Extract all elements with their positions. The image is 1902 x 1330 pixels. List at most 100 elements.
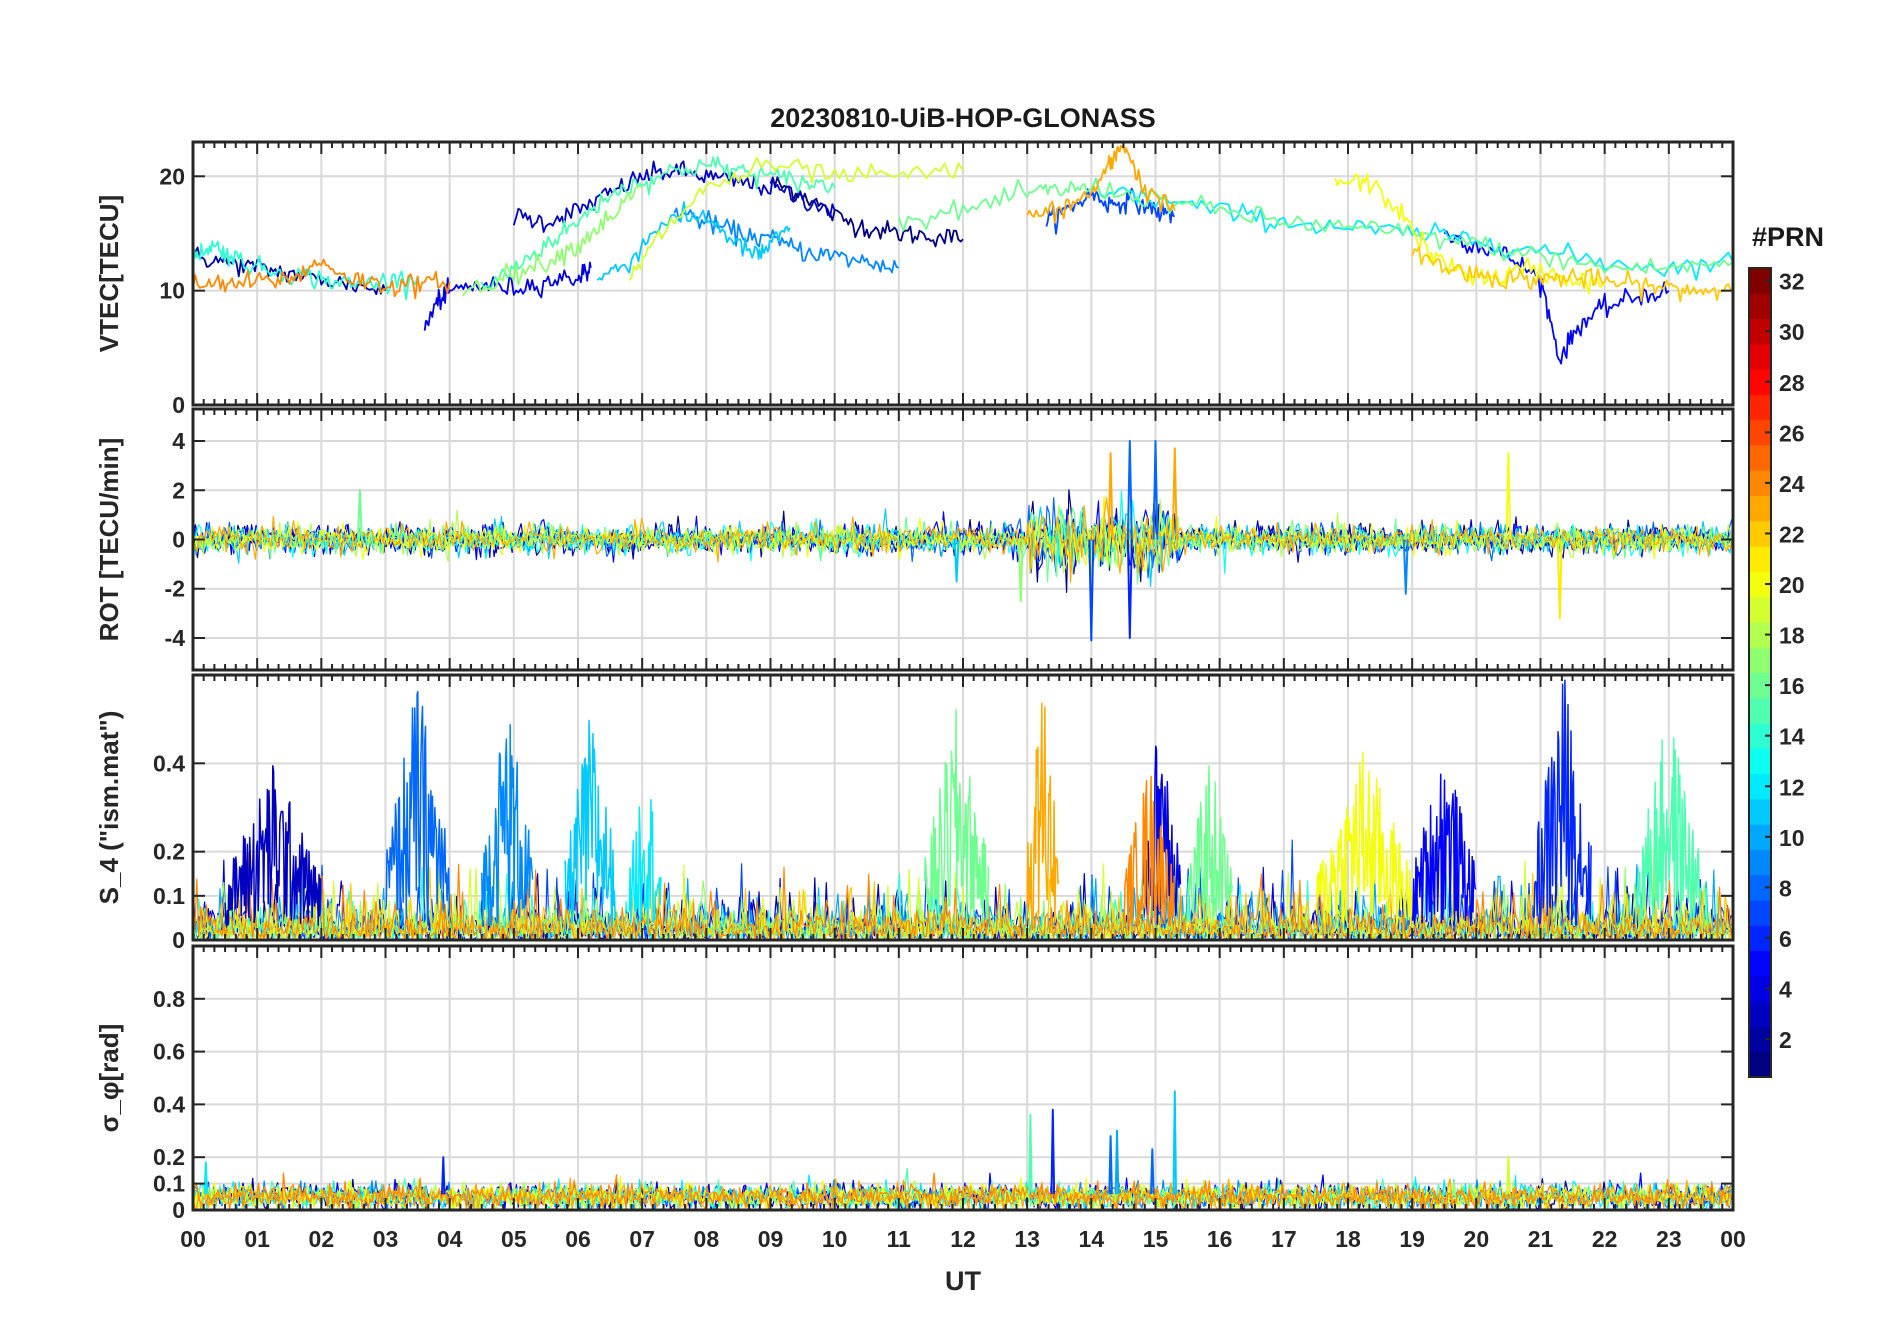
colorbar-tick-label: 8 [1779, 875, 1792, 901]
x-tick-label: 08 [694, 1226, 720, 1252]
data-layer [193, 143, 1733, 365]
rot-spike-prn-6 [1126, 539, 1133, 639]
x-tick-label: 18 [1335, 1226, 1361, 1252]
colorbar-swatch [1749, 849, 1771, 876]
colorbar-swatch [1749, 647, 1771, 673]
y-tick-label: 0 [172, 927, 185, 953]
s4-burst-prn-24 [1122, 775, 1175, 927]
y-tick-label: -4 [165, 625, 186, 651]
s4-burst-prn-8 [384, 690, 451, 926]
colorbar-swatch [1749, 343, 1771, 370]
vtec-series-prn-5 [1443, 230, 1670, 365]
colorbar-swatch [1749, 369, 1771, 395]
colorbar-tick-label: 28 [1779, 370, 1805, 396]
colorbar-tick-label: 32 [1779, 269, 1805, 295]
x-tick-label: 13 [1014, 1226, 1040, 1252]
colorbar-swatch [1749, 621, 1771, 648]
y-tick-label: 0.4 [153, 1091, 185, 1117]
rot-spike-prn-7 [1088, 539, 1095, 642]
colorbar-title: #PRN [1752, 222, 1824, 252]
colorbar-swatch [1749, 419, 1771, 446]
s4-burst-prn-12 [628, 799, 662, 928]
rot-spike-prn-8 [1152, 440, 1159, 540]
vtec-series-prn-24 [193, 258, 451, 300]
s4-burst-prn-16 [1186, 765, 1233, 923]
colorbar-tick-label: 18 [1779, 623, 1805, 649]
colorbar-swatch [1749, 697, 1771, 724]
rot-spike-prn-11 [953, 539, 960, 583]
colorbar-tick-label: 26 [1779, 420, 1805, 446]
data-layer [193, 440, 1733, 642]
s4-burst-prn-16 [923, 708, 990, 924]
rot-spike-prn-8 [1126, 440, 1133, 540]
x-tick-label: 09 [758, 1226, 784, 1252]
rot-spike-prn-17 [1017, 539, 1024, 603]
colorbar-tick-label: 14 [1779, 724, 1805, 750]
y-axis-label: σ_φ[rad] [94, 1024, 124, 1133]
s4-burst-prn-23 [1026, 702, 1060, 925]
y-tick-label: 0 [172, 1197, 185, 1223]
colorbar-swatch [1749, 318, 1771, 345]
rot-spike-prn-21 [1556, 539, 1563, 620]
s4-burst-prn-9 [481, 724, 534, 927]
colorbar-swatch [1749, 470, 1771, 497]
x-tick-label: 14 [1079, 1226, 1105, 1252]
rot-series-prn-23 [194, 497, 1733, 583]
sigma-spike-prn-6 [441, 1156, 446, 1195]
x-tick-label: 00 [180, 1226, 206, 1252]
x-tick-label: 23 [1656, 1226, 1682, 1252]
vtec-series-prn-12 [1090, 177, 1733, 281]
sigma-spike-prn-8 [1150, 1148, 1155, 1195]
x-tick-label: 06 [565, 1226, 591, 1252]
vtec-series-prn-23 [1026, 143, 1176, 224]
y-tick-label: 0.2 [153, 1144, 185, 1170]
y-tick-label: 0.2 [153, 839, 185, 865]
x-tick-label: 10 [822, 1226, 848, 1252]
y-tick-label: 0 [172, 392, 185, 418]
y-axis-label: ROT [TECU/min] [94, 438, 124, 642]
s4-burst-prn-6 [1533, 679, 1592, 926]
y-axis-label: S_4 ("ism.mat") [94, 711, 124, 905]
colorbar-tick-label: 10 [1779, 825, 1805, 851]
colorbar-swatch [1749, 798, 1771, 825]
x-tick-labels: 00 01 02 03 04 05 06 07 08 09 10 11 12 13 14 15 16 17 18 19… [180, 1226, 1746, 1252]
x-tick-label: 12 [950, 1226, 976, 1252]
sigma-spike-prn-11 [1172, 1090, 1177, 1195]
vtec-series-prn-20 [1334, 173, 1605, 295]
x-tick-label: 07 [629, 1226, 655, 1252]
y-tick-label: 0.6 [153, 1039, 185, 1065]
s4-burst-prn-15 [1636, 737, 1702, 926]
x-tick-label: 17 [1271, 1226, 1297, 1252]
colorbar-swatch [1749, 268, 1771, 294]
colorbar-tick-label: 20 [1779, 572, 1805, 598]
vtec-series-prn-22 [1411, 246, 1733, 303]
y-tick-label: 10 [159, 278, 185, 304]
colorbar-swatch [1749, 495, 1771, 522]
x-tick-label: 01 [244, 1226, 270, 1252]
x-tick-label: 11 [887, 1226, 912, 1252]
colorbar-swatch [1749, 723, 1771, 749]
x-tick-label: 02 [309, 1226, 335, 1252]
colorbar-swatch [1749, 1051, 1771, 1078]
colorbar-swatch [1749, 571, 1771, 598]
y-axis-label: VTEC[TECU] [94, 195, 124, 352]
sigma-spike-prn-10 [1114, 1129, 1120, 1195]
colorbar-swatch [1749, 672, 1771, 699]
colorbar-tick-label: 12 [1779, 774, 1805, 800]
colorbar-frame [1748, 267, 1772, 1078]
colorbar-tick-label: 4 [1779, 977, 1792, 1003]
sigma-spike-prn-8 [1108, 1135, 1113, 1195]
vtec-series-prn-19 [628, 156, 964, 281]
colorbar-tick-label: 24 [1779, 471, 1805, 497]
x-tick-label: 00 [1720, 1226, 1746, 1252]
y-tick-label: 0.1 [153, 1171, 185, 1197]
x-axis-label: UT [945, 1266, 981, 1296]
vtec-series-prn-3 [512, 160, 836, 233]
rot-spike-prn-23 [1171, 447, 1178, 540]
rot-spike-prn-16 [356, 489, 363, 540]
vtec-series-prn-16 [897, 178, 1733, 274]
s4-burst-prn-11 [564, 719, 617, 928]
vtec-series-prn-15 [480, 156, 836, 291]
panel-rot: -4 -2 0 2 4 ROT [TECU/min] [94, 407, 1735, 672]
